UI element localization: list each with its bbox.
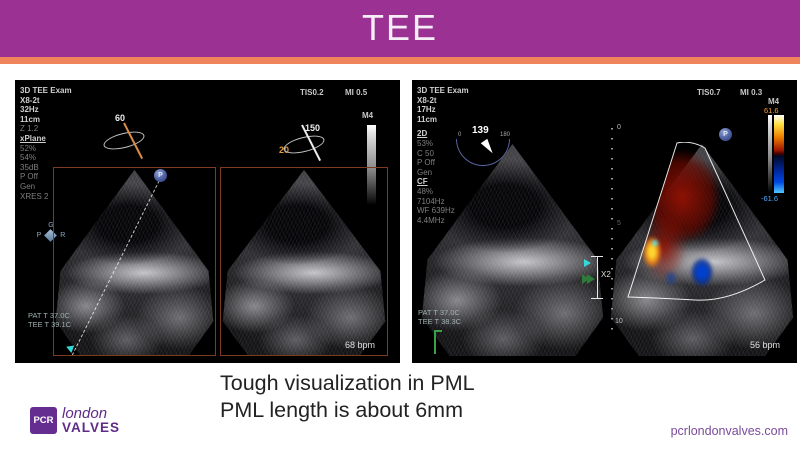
caliper-arrow-green-icon xyxy=(582,274,590,284)
plane-angle-indicator-2: 150 20 xyxy=(273,123,343,173)
mi-value: MI 0.5 xyxy=(345,88,368,97)
orientation-p: P xyxy=(36,232,42,239)
pcr-logo-square: PCR xyxy=(30,407,57,434)
mi-value: MI 0.3 xyxy=(740,88,763,97)
slide-title: TEE xyxy=(361,7,438,48)
plane-ellipse-icon xyxy=(281,132,327,157)
echo-image-left: P xyxy=(53,167,216,356)
website-url: pcrlondonvalves.com xyxy=(670,424,788,438)
setting-line: 7104Hz xyxy=(417,196,445,206)
setting-line: 48% xyxy=(417,186,434,196)
map-label: M4 xyxy=(362,111,374,120)
logo-valves-text: VALVES xyxy=(62,420,121,435)
mode-label: 2D xyxy=(417,129,428,139)
mode-label: CF xyxy=(417,177,428,187)
angle-sub-value: 20 xyxy=(279,145,290,155)
map-label: M4 xyxy=(768,97,780,106)
orientation-marker: G P R xyxy=(29,222,73,242)
mode-label: xPlane xyxy=(20,133,46,143)
doppler-sector-outline xyxy=(627,142,766,301)
tis-value: TIS0.7 xyxy=(697,88,721,97)
probe-marker-letter: P xyxy=(158,172,163,179)
patient-temp: PAT T 37.0C xyxy=(28,311,70,320)
angle-min: 0 xyxy=(458,132,462,138)
pcr-logo-text: PCR xyxy=(33,415,54,426)
tis-value: TIS0.2 xyxy=(300,88,324,97)
orientation-r: R xyxy=(60,232,66,239)
angle-max: 180 xyxy=(500,132,511,138)
angle-value: 139 xyxy=(472,125,489,136)
caliper-arrow-cyan-icon xyxy=(584,259,591,267)
setting-line: Z 1.2 xyxy=(20,124,39,134)
ultrasound-fan xyxy=(222,169,386,355)
caliper-measurement: X2 xyxy=(582,256,618,302)
plane-ellipse-icon xyxy=(101,128,147,153)
heart-rate: 68 bpm xyxy=(345,340,376,350)
caption-line-2: PML length is about 6mm xyxy=(220,398,463,422)
angle-value: 60 xyxy=(115,113,126,123)
temperature-readout: PAT T 37.0C TEE T 38.3C xyxy=(418,308,461,326)
setting-line: 32Hz xyxy=(20,105,39,115)
setting-line: 4.4MHz xyxy=(417,215,445,225)
setting-line: 35dB xyxy=(20,162,39,172)
reference-bracket-icon xyxy=(434,330,442,354)
orientation-g: G xyxy=(48,222,54,229)
imaging-settings: 3D TEE Exam X8-2t 17Hz 11cm 2D 53% C 50 … xyxy=(417,86,469,225)
depth-10: 10 xyxy=(615,318,623,325)
setting-line: WF 639Hz xyxy=(417,206,455,216)
caption-line-1: Tough visualization in PML xyxy=(220,371,475,395)
depth-ruler xyxy=(611,128,613,333)
setting-line: P Off xyxy=(417,158,435,168)
echo-panel-doppler: 3D TEE Exam X8-2t 17Hz 11cm 2D 53% C 50 … xyxy=(412,80,797,363)
caliper-line xyxy=(597,256,598,298)
depth-0: 0 xyxy=(617,124,621,131)
heart-rate: 56 bpm xyxy=(750,340,781,350)
setting-line: 54% xyxy=(20,153,37,163)
setting-line: 3D TEE Exam xyxy=(417,86,469,95)
probe-marker: P xyxy=(719,128,732,141)
logo-london-text: london xyxy=(62,405,108,422)
caliper-cap xyxy=(591,298,603,299)
temperature-readout: PAT T 37.0C TEE T 39.1C xyxy=(28,311,71,329)
probe-marker-letter: P xyxy=(723,131,728,138)
echo-image-right xyxy=(220,167,388,356)
grayscale-bar xyxy=(367,125,376,205)
caliper-label: X2 xyxy=(601,270,611,279)
velocity-scale-top: 61.6 xyxy=(764,106,779,115)
caliper-arrow-green-icon xyxy=(587,274,595,284)
setting-line: 53% xyxy=(417,138,434,148)
grayscale-bar xyxy=(768,115,772,193)
setting-line: X8-2t xyxy=(20,95,40,105)
velocity-scale-bottom: -61.6 xyxy=(761,194,779,203)
setting-line: 17Hz xyxy=(417,105,436,115)
slide-caption: Tough visualization in PML PML length is… xyxy=(220,370,475,424)
setting-line: Gen xyxy=(20,181,36,191)
ultrasound-fan xyxy=(55,169,214,355)
tee-temp: TEE T 39.1C xyxy=(28,320,72,329)
angle-value: 150 xyxy=(305,123,321,133)
patient-temp: PAT T 37.0C xyxy=(418,308,460,317)
color-doppler-bar xyxy=(774,115,784,193)
accent-bar xyxy=(0,57,800,64)
setting-line: X8-2t xyxy=(417,95,437,105)
plane-angle-indicator-1: 60 xyxy=(101,113,163,163)
setting-line: 3D TEE Exam xyxy=(20,86,72,95)
probe-marker: P xyxy=(154,169,167,182)
imaging-settings: 3D TEE Exam X8-2t 32Hz 11cm Z 1.2 xPlane… xyxy=(20,86,72,201)
tee-temp: TEE T 38.3C xyxy=(418,317,462,326)
setting-line: 11cm xyxy=(20,114,41,124)
echo-panel-xplane: 3D TEE Exam X8-2t 32Hz 11cm Z 1.2 xPlane… xyxy=(15,80,400,363)
pcr-london-valves-logo: PCR london VALVES xyxy=(30,405,121,435)
setting-line: 52% xyxy=(20,143,37,153)
setting-line: C 50 xyxy=(417,148,434,158)
slide-header: TEE xyxy=(0,0,800,57)
setting-line: 11cm xyxy=(417,114,438,124)
setting-line: XRES 2 xyxy=(20,191,49,201)
setting-line: P Off xyxy=(20,172,38,182)
depth-5: 5 xyxy=(617,220,621,227)
setting-line: Gen xyxy=(417,167,433,177)
